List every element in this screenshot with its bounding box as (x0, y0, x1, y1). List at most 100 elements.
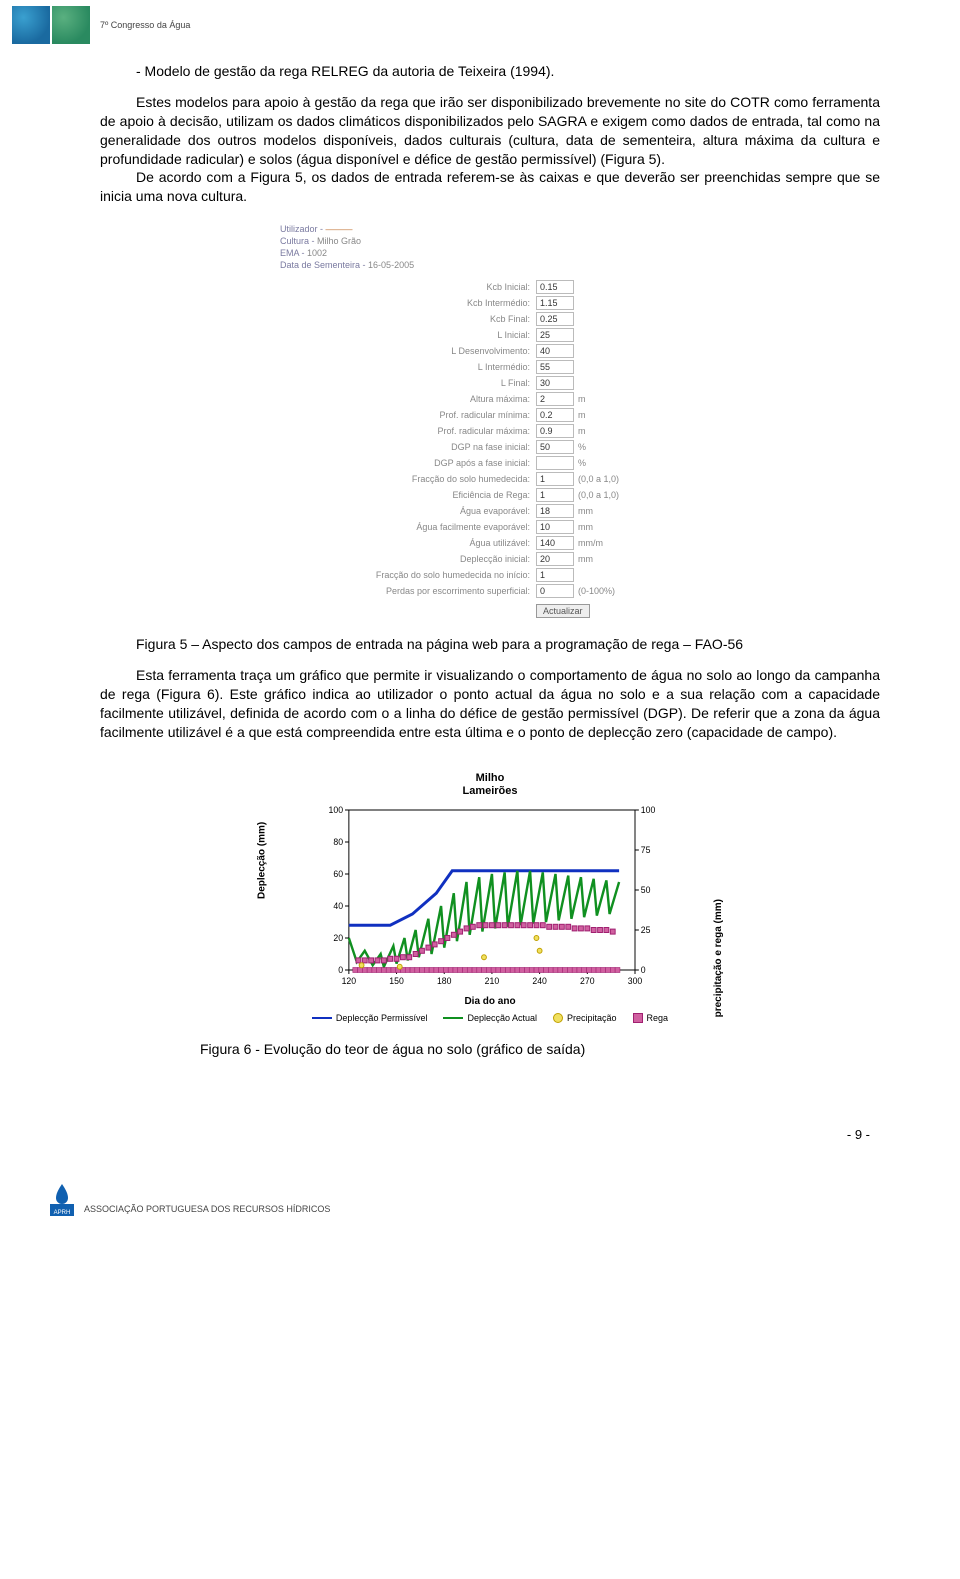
form-field-label: Água evaporável: (280, 506, 536, 516)
y-axis-right-label: precipitação e rega (mm) (713, 899, 724, 1017)
svg-text:50: 50 (641, 885, 651, 895)
form-field-input[interactable]: 55 (536, 360, 574, 374)
form-field-input[interactable]: 2 (536, 392, 574, 406)
x-axis-label: Dia do ano (260, 996, 720, 1007)
svg-text:75: 75 (641, 845, 651, 855)
legend-label: Precipitação (567, 1013, 617, 1023)
chart-title-line1: Milho (476, 772, 505, 784)
figure-6-caption: Figura 6 - Evolução do teor de água no s… (200, 1041, 880, 1057)
legend-swatch (443, 1017, 463, 1019)
svg-text:300: 300 (628, 976, 643, 986)
form-meta-value: Milho Grão (317, 236, 361, 246)
page-number: - 9 - (0, 1127, 870, 1142)
form-field-row: Kcb Final:0.25 (280, 312, 700, 326)
header-thumbnails (12, 6, 90, 44)
form-field-row: Kcb Intermédio:1.15 (280, 296, 700, 310)
form-field-input[interactable]: 1 (536, 488, 574, 502)
paragraph-2-text: De acordo com a Figura 5, os dados de en… (100, 169, 880, 204)
form-field-label: L Final: (280, 378, 536, 388)
form-field-label: Eficiência de Rega: (280, 490, 536, 500)
form-field-row: Eficiência de Rega:1(0,0 a 1,0) (280, 488, 700, 502)
congress-label: 7º Congresso da Água (100, 20, 190, 30)
svg-text:25: 25 (641, 925, 651, 935)
form-field-input[interactable]: 18 (536, 504, 574, 518)
form-meta-label: Data de Sementeira - (280, 260, 368, 270)
form-field-input[interactable]: 1 (536, 568, 574, 582)
form-field-input[interactable]: 0.9 (536, 424, 574, 438)
form-field-label: Altura máxima: (280, 394, 536, 404)
form-field-unit: mm (578, 506, 593, 516)
form-meta-row: EMA - 1002 (280, 248, 700, 258)
svg-text:120: 120 (342, 976, 357, 986)
legend-swatch (312, 1017, 332, 1019)
chart-title-line2: Lameirões (462, 785, 517, 797)
form-field-input[interactable]: 10 (536, 520, 574, 534)
svg-text:240: 240 (532, 976, 547, 986)
paragraph-1-text: Estes modelos para apoio à gestão da reg… (100, 94, 880, 167)
svg-text:20: 20 (333, 933, 343, 943)
form-field-label: Prof. radicular máxima: (280, 426, 536, 436)
form-field-row: Fracção do solo humedecida no início:1 (280, 568, 700, 582)
form-field-input[interactable]: 1.15 (536, 296, 574, 310)
form-field-row: DGP na fase inicial:50% (280, 440, 700, 454)
form-field-row: L Inicial:25 (280, 328, 700, 342)
form-field-row: Kcb Inicial:0.15 (280, 280, 700, 294)
figure-6-chart: Milho Lameirões Deplecção (mm) 120150180… (260, 772, 720, 1023)
bullet-model: - Modelo de gestão da rega RELREG da aut… (100, 62, 880, 81)
form-field-label: DGP na fase inicial: (280, 442, 536, 452)
page-content: - Modelo de gestão da rega RELREG da aut… (0, 62, 960, 1057)
form-field-label: DGP após a fase inicial: (280, 458, 536, 468)
form-field-row: L Final:30 (280, 376, 700, 390)
form-field-input[interactable] (536, 456, 574, 470)
page-footer: APRH ASSOCIAÇÃO PORTUGUESA DOS RECURSOS … (0, 1152, 960, 1230)
form-field-row: Prof. radicular mínima:0.2m (280, 408, 700, 422)
svg-text:150: 150 (389, 976, 404, 986)
legend-label: Rega (647, 1013, 669, 1023)
svg-text:60: 60 (333, 869, 343, 879)
form-field-unit: % (578, 442, 586, 452)
form-field-unit: m (578, 394, 586, 404)
form-field-row: Prof. radicular máxima:0.9m (280, 424, 700, 438)
header-thumb (52, 6, 90, 44)
form-meta-value: 16-05-2005 (368, 260, 414, 270)
form-field-input[interactable]: 0 (536, 584, 574, 598)
form-meta-row: Cultura - Milho Grão (280, 236, 700, 246)
form-field-input[interactable]: 25 (536, 328, 574, 342)
form-field-input[interactable]: 50 (536, 440, 574, 454)
form-field-label: L Intermédio: (280, 362, 536, 372)
form-meta-value: 1002 (307, 248, 327, 258)
form-field-row: Água utilizável:140mm/m (280, 536, 700, 550)
paragraph-3: Esta ferramenta traça um gráfico que per… (100, 666, 880, 742)
form-field-row: DGP após a fase inicial:% (280, 456, 700, 470)
svg-text:0: 0 (641, 965, 646, 975)
form-field-label: Água facilmente evaporável: (280, 522, 536, 532)
form-meta-row: Utilizador - ——— (280, 224, 700, 234)
form-field-label: Deplecção inicial: (280, 554, 536, 564)
update-button[interactable]: Actualizar (536, 604, 590, 618)
chart-legend: Deplecção PermissívelDeplecção ActualPre… (260, 1013, 720, 1023)
footer-logo-text: APRH (54, 1210, 71, 1216)
svg-text:100: 100 (641, 805, 656, 815)
form-field-input[interactable]: 140 (536, 536, 574, 550)
form-field-label: Perdas por escorrimento superficial: (280, 586, 536, 596)
svg-text:180: 180 (437, 976, 452, 986)
form-field-label: Prof. radicular mínima: (280, 410, 536, 420)
form-field-label: Kcb Intermédio: (280, 298, 536, 308)
form-field-input[interactable]: 1 (536, 472, 574, 486)
form-meta-row: Data de Sementeira - 16-05-2005 (280, 260, 700, 270)
form-field-unit: (0-100%) (578, 586, 615, 596)
form-meta-label: EMA - (280, 248, 307, 258)
form-field-input[interactable]: 40 (536, 344, 574, 358)
form-meta-label: Cultura - (280, 236, 317, 246)
form-field-input[interactable]: 20 (536, 552, 574, 566)
form-field-input[interactable]: 0.25 (536, 312, 574, 326)
form-field-input[interactable]: 30 (536, 376, 574, 390)
paragraph-1: Estes modelos para apoio à gestão da reg… (100, 93, 880, 206)
form-field-label: Fracção do solo humedecida no início: (280, 570, 536, 580)
footer-logo: APRH (50, 1182, 74, 1216)
legend-item: Deplecção Permissível (312, 1013, 428, 1023)
legend-item: Precipitação (553, 1013, 617, 1023)
form-field-input[interactable]: 0.15 (536, 280, 574, 294)
form-field-input[interactable]: 0.2 (536, 408, 574, 422)
form-field-row: Fracção do solo humedecida:1(0,0 a 1,0) (280, 472, 700, 486)
